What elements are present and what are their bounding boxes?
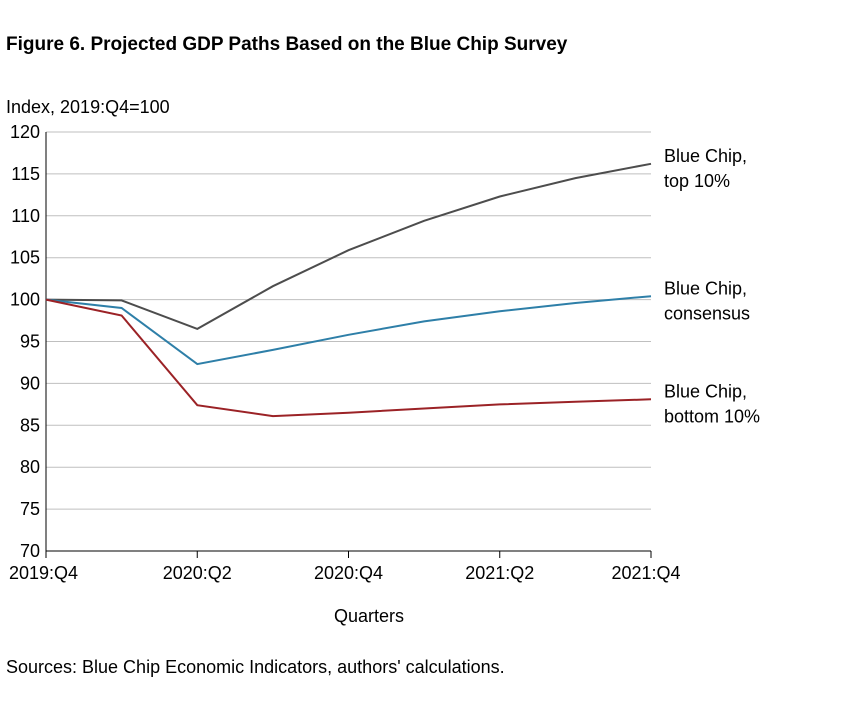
- y-tick-label: 90: [20, 373, 40, 393]
- y-tick-label: 75: [20, 499, 40, 519]
- series-label: Blue Chip, top 10%: [664, 146, 747, 191]
- y-tick-label: 120: [10, 122, 40, 142]
- x-tick-label: 2019:Q4: [9, 563, 78, 583]
- source-note: Sources: Blue Chip Economic Indicators, …: [6, 657, 505, 677]
- series-label: Blue Chip, consensus: [664, 278, 750, 323]
- series-label-line: consensus: [664, 304, 750, 324]
- y-tick-label: 110: [11, 206, 40, 226]
- chart-title: Figure 6. Projected GDP Paths Based on t…: [6, 34, 568, 55]
- series-label-line: Blue Chip,: [664, 382, 747, 402]
- x-tick-label: 2020:Q4: [314, 563, 383, 583]
- x-tick-label: 2021:Q4: [611, 563, 680, 583]
- x-tick-label: 2020:Q2: [163, 563, 232, 583]
- axes: 70 75 80 85 90 95 100 105 110 115 120 2019:Q4 2020:Q…: [9, 122, 681, 583]
- series-label-line: Blue Chip,: [664, 278, 747, 298]
- series-label-line: bottom 10%: [664, 407, 760, 427]
- series-label: Blue Chip, bottom 10%: [664, 382, 760, 427]
- x-tick-label: 2021:Q2: [465, 563, 534, 583]
- y-tick-label: 70: [20, 541, 40, 561]
- y-tick-label: 105: [10, 248, 40, 268]
- series-line: [45, 162, 652, 331]
- gridlines: [46, 131, 651, 510]
- y-tick-label: 100: [10, 290, 40, 310]
- series-lines: [45, 162, 652, 418]
- y-tick-label: 85: [20, 415, 40, 435]
- series-label-line: top 10%: [664, 171, 730, 191]
- y-axis-label: Index, 2019:Q4=100: [6, 97, 170, 117]
- y-tick-label: 115: [11, 164, 40, 184]
- series-labels: Blue Chip, top 10%Blue Chip, consensusBlue…: [664, 146, 760, 427]
- series-line: [45, 295, 652, 366]
- series-line: [45, 298, 652, 418]
- x-axis-label: Quarters: [334, 606, 404, 626]
- series-label-line: Blue Chip,: [664, 146, 747, 166]
- y-tick-label: 95: [20, 332, 40, 352]
- y-tick-label: 80: [20, 457, 40, 477]
